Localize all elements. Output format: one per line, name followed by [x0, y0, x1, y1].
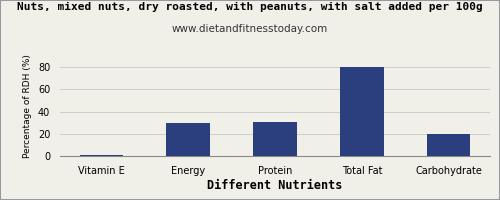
Bar: [427, 134, 470, 156]
Bar: [80, 155, 123, 156]
Bar: [166, 123, 210, 156]
Text: Nuts, mixed nuts, dry roasted, with peanuts, with salt added per 100g: Nuts, mixed nuts, dry roasted, with pean…: [17, 2, 483, 12]
Y-axis label: Percentage of RDH (%): Percentage of RDH (%): [24, 54, 32, 158]
Bar: [340, 67, 384, 156]
Text: Different Nutrients: Different Nutrients: [208, 179, 342, 192]
Text: www.dietandfitnesstoday.com: www.dietandfitnesstoday.com: [172, 24, 328, 34]
Bar: [254, 122, 296, 156]
